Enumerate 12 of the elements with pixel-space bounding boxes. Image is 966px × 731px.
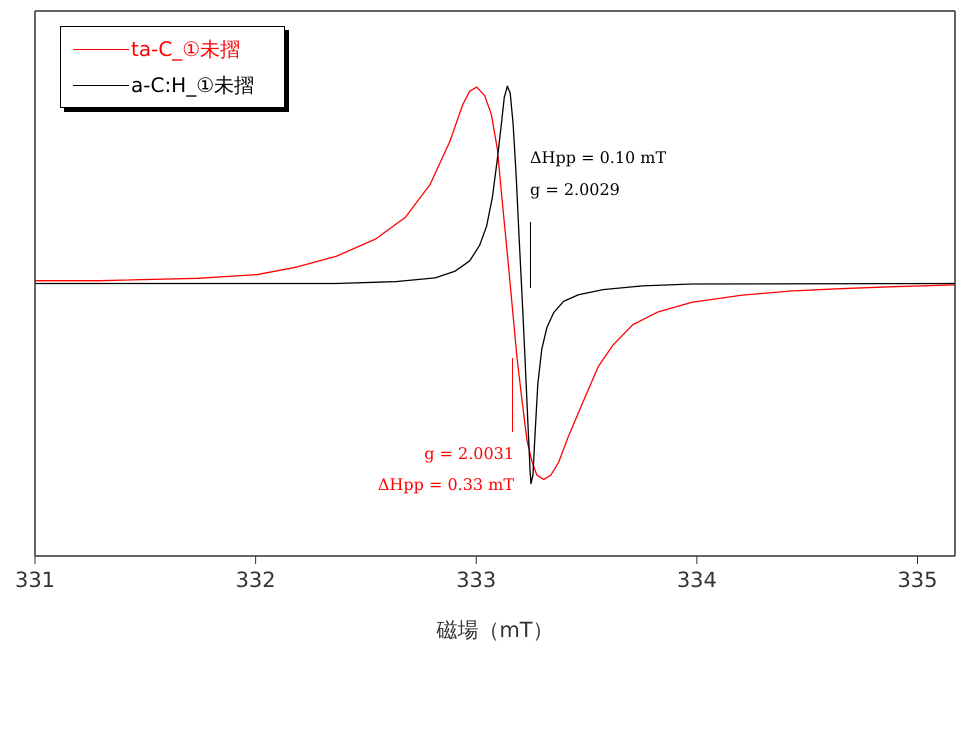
legend-label: a-C:H_①未摺 [131,72,254,98]
annotation: g = 2.0031 [424,444,514,464]
x-tick-label: 334 [676,568,717,592]
annotation: ΔHpp = 0.10 mT [530,148,666,168]
annotation: g = 2.0029 [530,180,620,200]
annotation: ΔHpp = 0.33 mT [378,475,514,495]
x-tick-label: 335 [897,568,938,592]
x-tick-label: 332 [236,568,276,592]
x-tick-label: 331 [14,568,56,592]
legend-label: ta-C_①未摺 [131,36,240,62]
x-tick-label: 333 [456,568,496,592]
x-axis-title: 磁場（mT） [435,618,554,642]
